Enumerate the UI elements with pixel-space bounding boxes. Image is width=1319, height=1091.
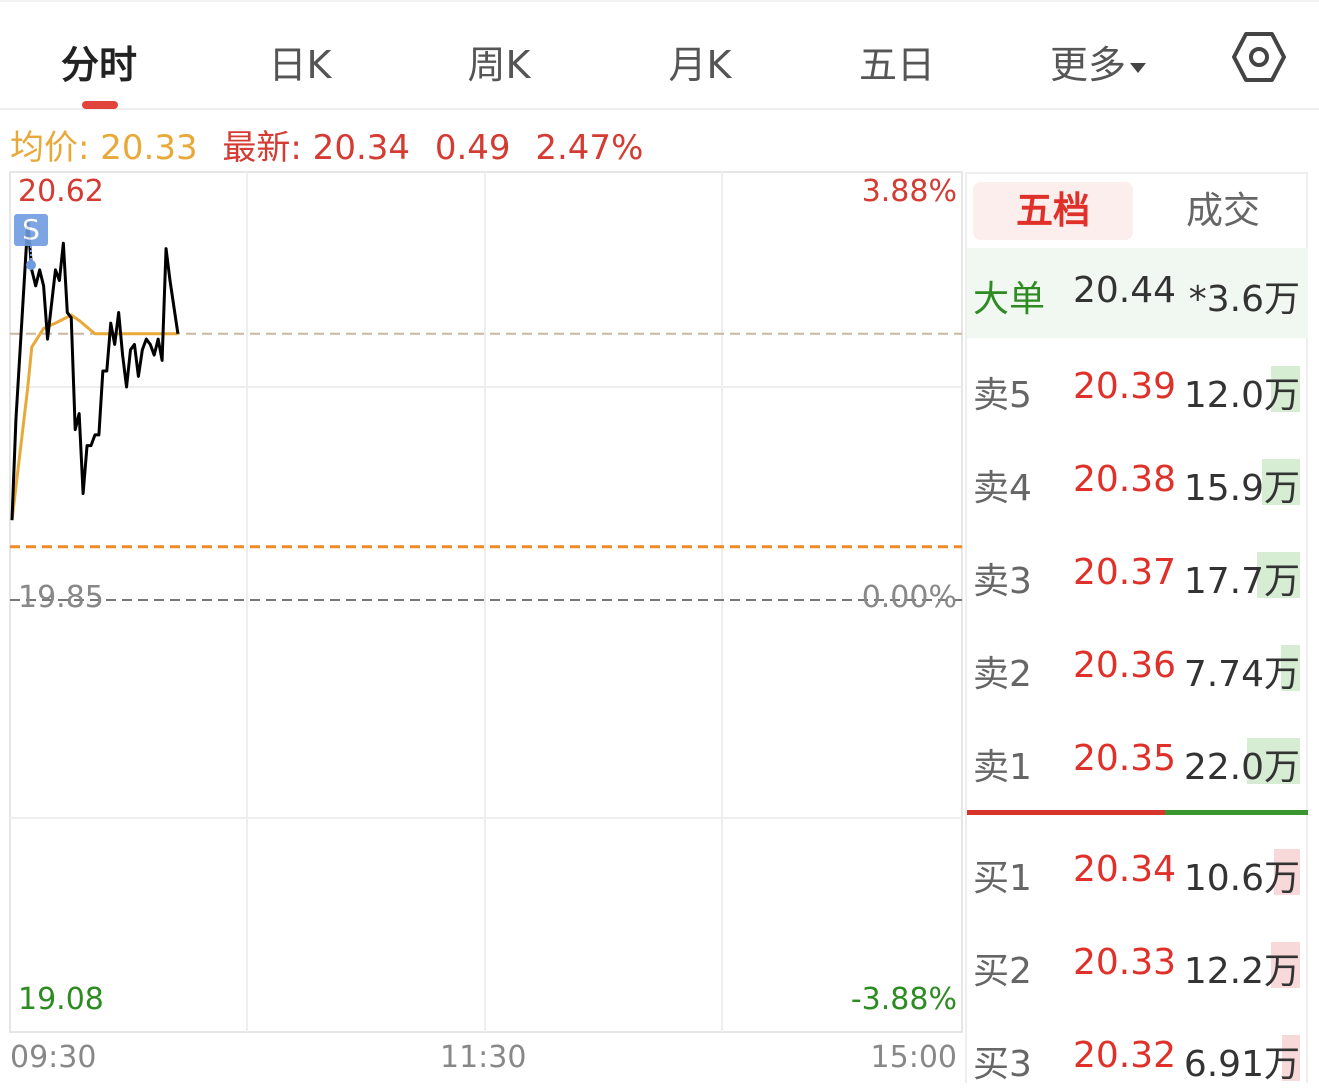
caret-down-icon [1130,63,1146,73]
level-volume: 15.9万 [1184,459,1300,511]
ask-row[interactable]: 卖1 20.35 22.0万 [967,724,1308,794]
level-volume: 12.2万 [1184,942,1300,994]
level-label: 卖4 [973,459,1032,511]
big-order-volume: *3.6万 [1189,270,1300,322]
y-tick-prev-close: 19.85 [18,580,104,615]
level-volume: 12.0万 [1184,366,1300,418]
ask-row[interactable]: 卖3 20.37 17.7万 [967,538,1308,608]
ask-ratio-bar [967,810,1165,815]
level-price: 20.36 [1073,645,1176,686]
big-order-label: 大单 [973,270,1045,322]
price-line [12,222,178,520]
level-volume: 10.6万 [1184,849,1300,901]
level-volume: 22.0万 [1184,738,1300,790]
level-price: 20.39 [1073,366,1176,407]
tab-five-levels[interactable]: 五档 [973,182,1133,240]
settings-icon[interactable] [1232,30,1286,84]
x-tick-close: 15:00 [871,1040,957,1075]
x-tick-open: 09:30 [10,1040,96,1075]
bid-ratio-bar [1165,810,1308,815]
level-label: 卖3 [973,552,1032,604]
x-tick-midday: 11:30 [440,1040,526,1075]
pct-tick-zero: 0.00% [862,580,957,615]
level-label: 买3 [973,1035,1032,1087]
level-volume: 7.74万 [1184,645,1300,697]
order-book: 五档 成交 大单 20.44 *3.6万 卖5 20.39 12.0万卖4 20… [965,172,1308,1083]
level-label: 卖1 [973,738,1032,790]
avg-price-line [12,315,178,520]
pct-tick-low: -3.88% [851,982,957,1017]
tab-trades[interactable]: 成交 [1143,182,1303,240]
level-price: 20.38 [1073,459,1176,500]
trade-marker-s[interactable]: S [14,214,48,246]
level-label: 买1 [973,849,1032,901]
level-price: 20.32 [1073,1035,1176,1076]
bid-row[interactable]: 买2 20.33 12.2万 [967,928,1308,998]
level-price: 20.34 [1073,849,1176,890]
ask-row[interactable]: 卖4 20.38 15.9万 [967,445,1308,515]
marker-dot [26,260,36,270]
level-volume: 6.91万 [1184,1035,1300,1087]
tab-more[interactable]: 更多 [1050,34,1146,89]
level-price: 20.33 [1073,942,1176,983]
level-label: 卖2 [973,645,1032,697]
big-order-row: 大单 20.44 *3.6万 [967,248,1308,338]
y-tick-high: 20.62 [18,174,104,209]
big-order-price: 20.44 [1073,270,1176,311]
intraday-chart[interactable] [0,0,965,1083]
ask-row[interactable]: 卖2 20.36 7.74万 [967,631,1308,701]
level-volume: 17.7万 [1184,552,1300,604]
level-label: 卖5 [973,366,1032,418]
ask-row[interactable]: 卖5 20.39 12.0万 [967,352,1308,422]
bid-row[interactable]: 买3 20.32 6.91万 [967,1021,1308,1091]
tab-more-label: 更多 [1050,43,1126,87]
pct-tick-high: 3.88% [862,174,957,209]
level-price: 20.35 [1073,738,1176,779]
level-label: 买2 [973,942,1032,994]
bid-row[interactable]: 买1 20.34 10.6万 [967,835,1308,905]
level-price: 20.37 [1073,552,1176,593]
y-tick-low: 19.08 [18,982,104,1017]
